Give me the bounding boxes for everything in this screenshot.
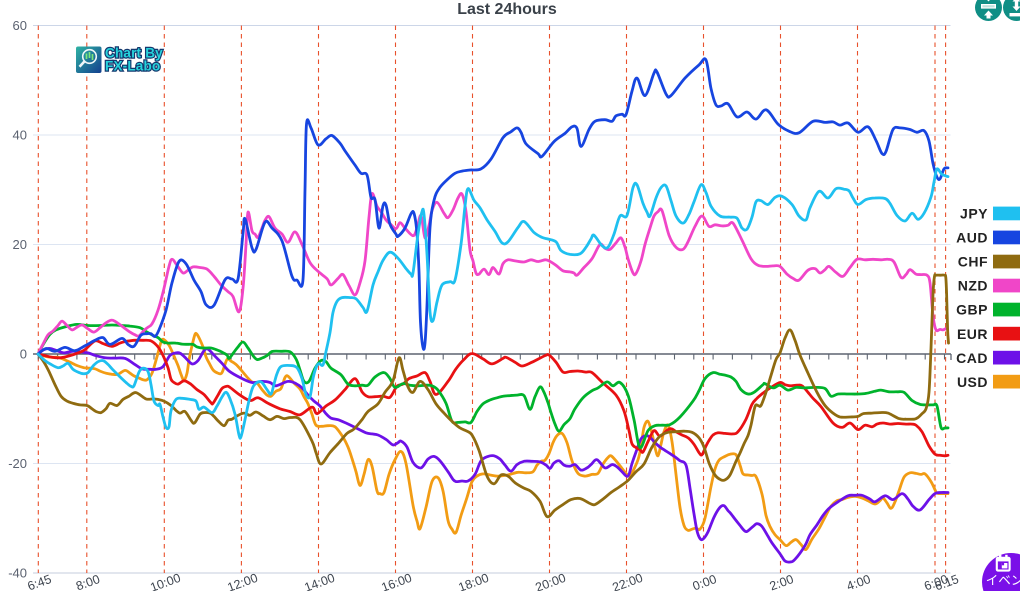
svg-text:22:00: 22:00 xyxy=(611,571,645,591)
svg-text:Last 24hours: Last 24hours xyxy=(457,1,557,18)
svg-text:AUD: AUD xyxy=(956,230,988,246)
svg-text:10:00: 10:00 xyxy=(148,571,182,591)
svg-text:4:00: 4:00 xyxy=(845,572,873,591)
svg-text:20: 20 xyxy=(13,237,27,252)
svg-text:20:00: 20:00 xyxy=(534,571,568,591)
svg-text:0: 0 xyxy=(20,347,27,362)
svg-text:14:00: 14:00 xyxy=(303,571,337,591)
svg-text:-20: -20 xyxy=(8,456,27,471)
svg-text:NZD: NZD xyxy=(958,278,988,294)
svg-text:16:00: 16:00 xyxy=(380,571,414,591)
svg-text:CHF: CHF xyxy=(958,254,988,270)
svg-text:-40: -40 xyxy=(8,566,27,581)
svg-text:CAD: CAD xyxy=(956,350,988,366)
svg-text:8:00: 8:00 xyxy=(74,572,102,591)
svg-text:6:45: 6:45 xyxy=(26,572,54,591)
svg-text:EUR: EUR xyxy=(957,326,988,342)
svg-text:18:00: 18:00 xyxy=(457,571,491,591)
svg-text:60: 60 xyxy=(13,18,27,33)
svg-text:Chart By: Chart By xyxy=(105,46,163,61)
svg-text:40: 40 xyxy=(13,128,27,143)
svg-text:2:00: 2:00 xyxy=(768,572,796,591)
svg-text:0:00: 0:00 xyxy=(691,572,719,591)
svg-text:イベン: イベン xyxy=(986,574,1020,588)
svg-text:USD: USD xyxy=(957,374,988,390)
svg-text:FX-Labo: FX-Labo xyxy=(105,59,160,74)
svg-text:GBP: GBP xyxy=(956,302,988,318)
svg-text:JPY: JPY xyxy=(960,206,988,222)
svg-text:12:00: 12:00 xyxy=(225,571,259,591)
